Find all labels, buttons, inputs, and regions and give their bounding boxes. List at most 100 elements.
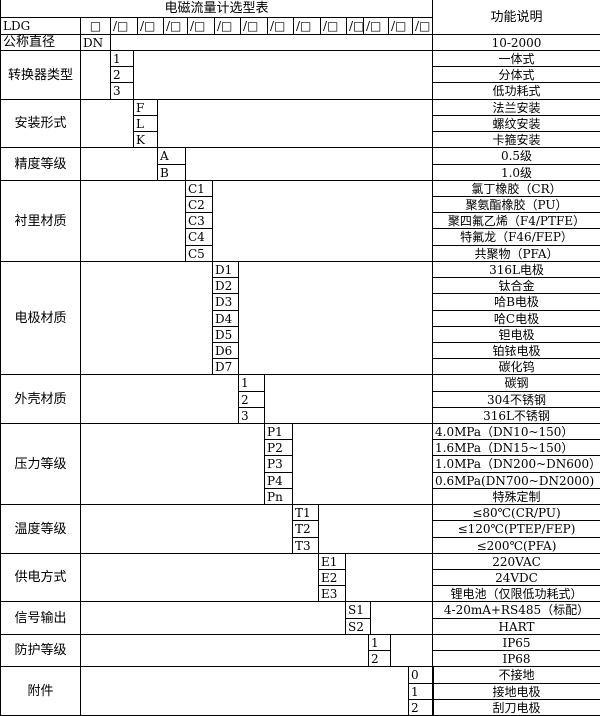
option-desc: 304不锈钢 (433, 392, 600, 408)
option-desc: 共聚物（PFA） (433, 246, 600, 262)
blank-cell (81, 667, 409, 716)
blank-cell (186, 148, 433, 181)
blank-cell (81, 554, 319, 602)
option-desc: 316L电极 (433, 262, 600, 278)
group-label: 转换器类型 (1, 51, 81, 100)
option-desc: 24VDC (433, 570, 600, 586)
option-code: P3 (265, 456, 293, 473)
option-desc: 低功耗式 (433, 83, 600, 100)
group-label: 温度等级 (1, 505, 81, 554)
blank-cell (293, 424, 433, 505)
option-code: D6 (213, 343, 239, 359)
option-desc: 4.0MPa（DN10~150） (433, 424, 600, 440)
option-desc: 0.6MPa(DN700~DN2000) (433, 473, 600, 489)
option-code: D7 (213, 359, 239, 375)
option-code: T1 (293, 505, 319, 521)
option-code: K (134, 132, 158, 148)
option-code: T2 (293, 521, 319, 538)
option-code: 2 (369, 651, 391, 667)
option-code: 3 (111, 83, 134, 100)
option-code: C3 (186, 213, 213, 229)
option-desc: 一体式 (433, 51, 600, 67)
blank-cell (346, 554, 433, 602)
blank-cell (81, 51, 111, 100)
model-slot: /□ (241, 18, 268, 35)
option-desc: IP65 (433, 635, 600, 651)
option-desc: 聚氨酯橡胶（PU） (433, 197, 600, 213)
diameter-desc: 10-2000 (433, 35, 600, 51)
model-slot: /□ (389, 18, 413, 35)
option-desc: 特殊定制 (433, 489, 600, 505)
option-desc: 聚四氟乙烯（F4/PTFE） (433, 213, 600, 229)
group-label: 电极材质 (1, 262, 81, 375)
option-code: 0 (409, 667, 433, 684)
option-code: Pn (265, 489, 293, 505)
option-desc: 分体式 (433, 67, 600, 83)
option-code: E2 (319, 570, 346, 586)
option-code: B (158, 165, 186, 181)
option-desc: ≤80℃(CR/PU) (433, 505, 600, 521)
option-code: D3 (213, 294, 239, 311)
blank-cell (81, 181, 186, 262)
option-code: 3 (239, 408, 265, 424)
blank-cell (265, 375, 433, 424)
blank-cell (319, 505, 433, 554)
option-code: S2 (346, 619, 371, 635)
option-code: D1 (213, 262, 239, 278)
option-desc: 1.6MPa（DN15~150） (433, 440, 600, 456)
blank-cell (391, 635, 433, 667)
blank-cell (81, 262, 213, 375)
option-code: 1 (111, 51, 134, 67)
option-code: P4 (265, 473, 293, 489)
blank-cell (81, 375, 239, 424)
blank-cell (81, 505, 293, 554)
group-label: 附件 (1, 667, 81, 716)
option-code: C1 (186, 181, 213, 197)
option-code: 1 (239, 375, 265, 392)
option-code: E3 (319, 586, 346, 602)
option-desc: 碳钢 (433, 375, 600, 392)
group-label: 供电方式 (1, 554, 81, 602)
option-code: 2 (111, 67, 134, 83)
option-desc: 钛合金 (433, 278, 600, 294)
option-desc: 4-20mA+RS485（标配） (433, 602, 600, 619)
option-desc: HART (433, 619, 600, 635)
option-code: 1 (409, 684, 433, 700)
option-code: A (158, 148, 186, 165)
option-desc: 卡箍安装 (433, 132, 600, 148)
option-code: F (134, 100, 158, 116)
option-code: S1 (346, 602, 371, 619)
option-code: C4 (186, 229, 213, 246)
option-code: D5 (213, 327, 239, 343)
group-label: 防护等级 (1, 635, 81, 667)
group-label: 外壳材质 (1, 375, 81, 424)
model-slot: /□ (164, 18, 188, 35)
option-desc: 法兰安装 (433, 100, 600, 116)
blank-cell (81, 100, 134, 148)
blank-cell (158, 100, 433, 148)
blank-cell (81, 424, 265, 505)
option-desc: 1.0MPa（DN200~DN600） (433, 457, 600, 473)
option-code: C2 (186, 197, 213, 213)
model-slot: /□ (347, 18, 364, 35)
model-slot: /□ (215, 18, 241, 35)
option-desc: 锂电池（仅限低功耗式） (433, 586, 600, 602)
model-slot: /□ (111, 18, 138, 35)
option-code: 2 (239, 392, 265, 408)
option-code: E1 (319, 554, 346, 570)
group-label: 压力等级 (1, 424, 81, 505)
blank-cell (111, 35, 433, 51)
group-label: 信号输出 (1, 602, 81, 635)
option-code: D2 (213, 278, 239, 294)
group-label: 安装形式 (1, 100, 81, 148)
blank-cell (81, 148, 158, 181)
option-desc: 316L不锈钢 (433, 408, 600, 424)
diameter-code: DN (81, 35, 111, 51)
option-desc: IP68 (433, 651, 600, 667)
model-slot: □ (81, 18, 111, 35)
blank-cell (134, 51, 433, 100)
option-desc: 不接地 (433, 667, 600, 684)
model-prefix: LDG (1, 18, 81, 35)
option-code: 1 (369, 635, 391, 651)
